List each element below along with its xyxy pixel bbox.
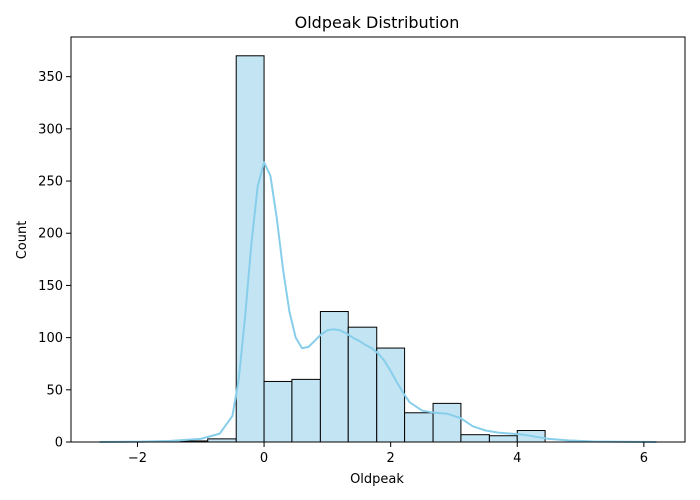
- y-tick-label: 350: [38, 70, 63, 85]
- x-axis: −2 0 2 4 6: [128, 442, 648, 466]
- x-axis-label: Oldpeak: [350, 472, 404, 487]
- y-tick-label: 0: [55, 436, 63, 451]
- y-tick-label: 200: [38, 227, 63, 242]
- histogram-bar: [347, 326, 378, 443]
- x-tick-label: 2: [387, 451, 395, 466]
- y-tick-label: 250: [38, 175, 63, 190]
- y-tick-label: 300: [38, 122, 63, 137]
- kde-layer: [99, 161, 657, 443]
- histogram-bar: [488, 435, 518, 443]
- x-tick-label: 6: [640, 451, 648, 466]
- kde-curve: [99, 161, 657, 443]
- y-tick-label: 150: [38, 279, 63, 294]
- x-tick-label: −2: [128, 451, 147, 466]
- y-tick-label: 50: [46, 383, 63, 398]
- x-tick-label: 0: [260, 451, 268, 466]
- y-axis: 0 50 100 150 200 250 300 350: [38, 70, 71, 451]
- histogram-bar: [263, 380, 293, 443]
- histogram-bar: [291, 378, 321, 443]
- histogram-bar: [376, 347, 406, 443]
- x-tick-label: 4: [513, 451, 521, 466]
- histogram-bar: [460, 434, 490, 443]
- histogram-bar: [404, 412, 434, 443]
- y-axis-label: Count: [15, 221, 30, 260]
- plot-frame: [70, 36, 686, 443]
- y-tick-label: 100: [38, 331, 63, 346]
- bars-layer: [179, 55, 546, 443]
- chart-title: Oldpeak Distribution: [295, 13, 460, 32]
- histogram-bar: [432, 402, 462, 443]
